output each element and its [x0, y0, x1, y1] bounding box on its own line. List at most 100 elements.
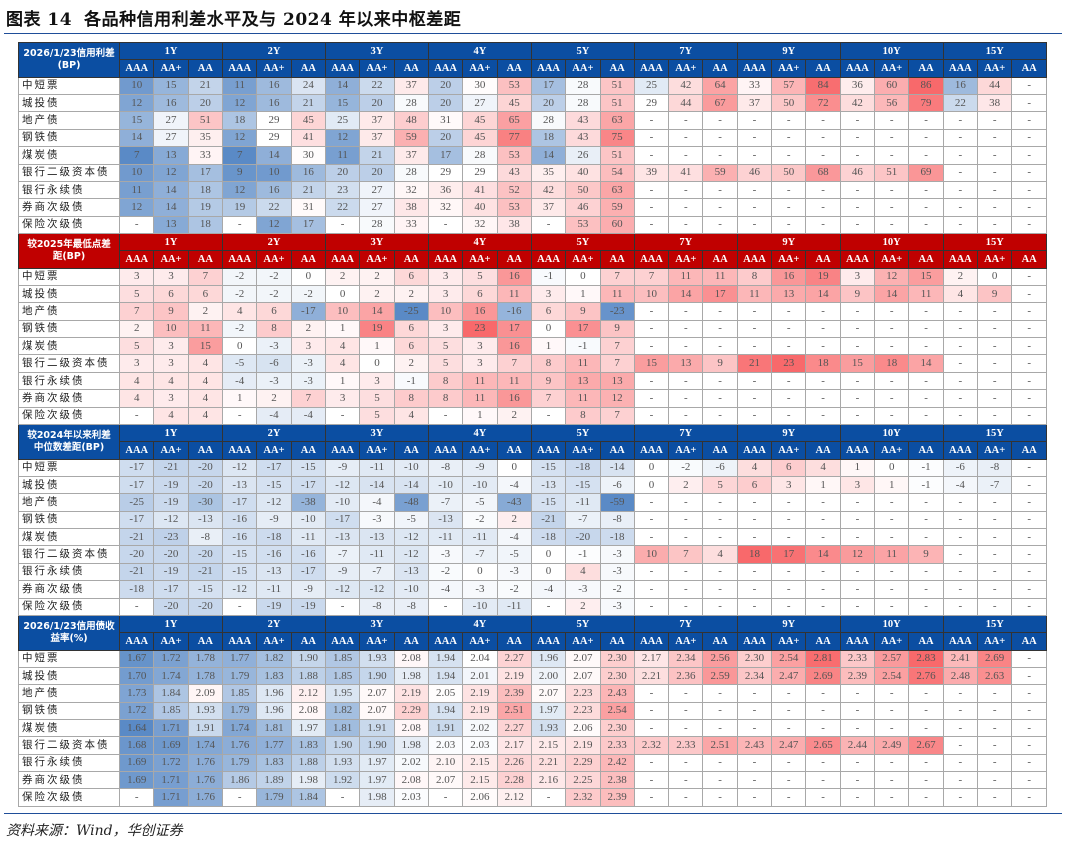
- tenor-header-9y: 9Y: [736, 614, 841, 634]
- value-cell: 35: [530, 163, 567, 182]
- rating-header: AAA: [427, 250, 464, 269]
- rating-header: AAA: [119, 632, 155, 651]
- value-cell: 2.07: [530, 684, 567, 703]
- value-cell: 38: [496, 215, 532, 234]
- value-cell: -: [805, 180, 841, 200]
- table-row: 钢铁债 1.72 1.85 1.93 1.79 1.96 2.08 1.82 2.07 2.29 1…: [17, 701, 1047, 721]
- value-cell: 15: [153, 76, 189, 96]
- value-cell: -3: [256, 337, 292, 356]
- row-label: 煤炭债: [17, 719, 121, 738]
- value-cell: 4: [119, 371, 155, 391]
- value-cell: 24: [290, 76, 326, 96]
- value-cell: 2.06: [565, 719, 601, 738]
- value-cell: -: [977, 580, 1013, 599]
- rating-header: AAA: [633, 59, 670, 78]
- value-cell: -: [1011, 719, 1047, 738]
- value-cell: -: [839, 562, 876, 582]
- value-cell: 0: [633, 475, 670, 495]
- value-cell: -: [805, 215, 841, 234]
- value-cell: 12: [119, 198, 155, 217]
- rating-header: AA: [1011, 59, 1047, 78]
- rating-header: AA: [805, 632, 841, 651]
- rating-header: AA: [393, 250, 429, 269]
- value-cell: 18: [187, 180, 224, 200]
- value-cell: 2.03: [393, 788, 429, 807]
- value-cell: 2.41: [942, 649, 979, 668]
- rating-header: AA: [393, 632, 429, 651]
- value-cell: -: [805, 302, 841, 321]
- value-cell: 63: [599, 180, 635, 200]
- value-cell: -: [805, 146, 841, 165]
- value-cell: 38: [977, 94, 1013, 113]
- table-row: 钢铁债 2 10 11 -2 8 2 1 19 6 3 23 17 0 17 9- - - - - - - - - - - -: [17, 319, 1047, 339]
- value-cell: 2: [359, 285, 395, 304]
- value-cell: 37: [393, 76, 429, 96]
- value-cell: -: [839, 753, 876, 773]
- rating-header: AAA: [324, 441, 361, 460]
- value-cell: -: [736, 371, 773, 391]
- value-cell: 23: [462, 319, 498, 339]
- row-label: 城投债: [17, 94, 121, 113]
- value-cell: 21: [290, 94, 326, 113]
- value-cell: 2.81: [805, 649, 841, 668]
- value-cell: -: [1011, 701, 1047, 721]
- value-cell: -: [702, 146, 738, 165]
- tenor-header-9y: 9Y: [736, 41, 841, 61]
- rating-header: AA: [702, 59, 738, 78]
- value-cell: -: [736, 180, 773, 200]
- value-cell: 1: [222, 389, 258, 408]
- rating-header: AA: [702, 632, 738, 651]
- value-cell: -9: [462, 458, 498, 477]
- value-cell: 8: [393, 389, 429, 408]
- value-cell: -3: [427, 545, 464, 564]
- value-cell: -: [427, 215, 464, 234]
- value-cell: -: [805, 389, 841, 408]
- tenor-header-3y: 3Y: [324, 41, 429, 61]
- value-cell: -: [874, 753, 910, 773]
- value-cell: 2.21: [633, 666, 670, 686]
- value-cell: 1.73: [119, 684, 155, 703]
- value-cell: 1.76: [187, 788, 224, 807]
- value-cell: 1.90: [290, 649, 326, 668]
- value-cell: -: [908, 111, 944, 130]
- value-cell: -2: [222, 285, 258, 304]
- rating-header: AAA: [119, 59, 155, 78]
- rating-header: AAA: [839, 59, 876, 78]
- value-cell: 16: [462, 302, 498, 321]
- value-cell: 1.71: [153, 788, 189, 807]
- value-cell: -: [874, 580, 910, 599]
- rating-header: AAA: [324, 632, 361, 651]
- rating-header: AA+: [874, 632, 910, 651]
- value-cell: 1.71: [153, 771, 189, 790]
- value-cell: -: [702, 319, 738, 339]
- value-cell: 29: [633, 94, 670, 113]
- value-cell: -3: [599, 597, 635, 616]
- rating-header: AA: [908, 441, 944, 460]
- value-cell: -4: [427, 580, 464, 599]
- value-cell: 2: [393, 354, 429, 373]
- value-cell: 7: [599, 354, 635, 373]
- value-cell: 11: [462, 389, 498, 408]
- value-cell: -10: [427, 475, 464, 495]
- value-cell: -20: [187, 458, 224, 477]
- value-cell: 46: [736, 163, 773, 182]
- rating-header: AA+: [565, 632, 601, 651]
- row-label: 券商次级债: [17, 580, 121, 599]
- value-cell: -: [977, 771, 1013, 790]
- rating-header: AA+: [359, 59, 395, 78]
- value-cell: -8: [427, 458, 464, 477]
- value-cell: -: [736, 111, 773, 130]
- value-cell: -19: [153, 493, 189, 512]
- value-cell: -21: [530, 510, 567, 530]
- value-cell: -: [942, 597, 979, 616]
- value-cell: 3: [153, 267, 189, 287]
- value-cell: 0: [977, 267, 1013, 287]
- value-cell: 50: [565, 180, 601, 200]
- rating-header: AAA: [942, 441, 979, 460]
- value-cell: 2.03: [462, 736, 498, 755]
- value-cell: -4: [222, 371, 258, 391]
- value-cell: -11: [462, 528, 498, 547]
- value-cell: -: [874, 146, 910, 165]
- value-cell: -13: [187, 510, 224, 530]
- value-cell: -: [736, 302, 773, 321]
